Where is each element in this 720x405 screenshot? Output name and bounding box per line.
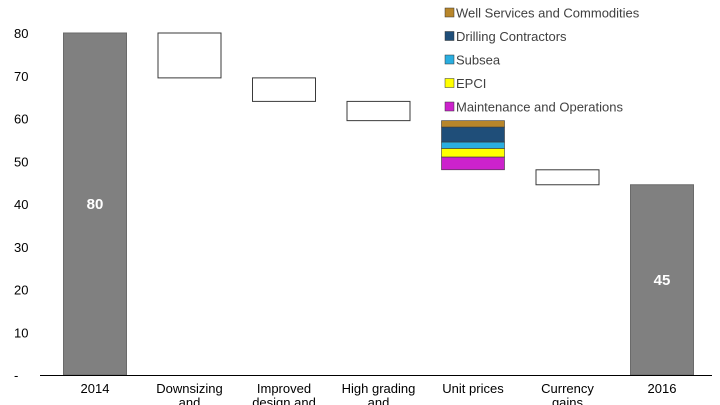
step-bar <box>535 169 600 186</box>
step-bar <box>157 32 222 79</box>
legend-swatch <box>444 54 455 65</box>
y-tick-label: 70 <box>14 69 28 84</box>
x-category-label: 2014 <box>81 381 110 396</box>
x-category-label: gains <box>552 395 584 405</box>
total-bar <box>630 184 694 376</box>
bar-data-label: 45 <box>654 272 671 289</box>
y-tick-label: 30 <box>14 240 28 255</box>
legend: Well Services and Commodities Drilling Co… <box>444 6 640 115</box>
stacked-segment <box>441 120 505 128</box>
x-category-label: and <box>368 395 390 405</box>
stacked-segment <box>441 148 505 158</box>
y-tick-label: 20 <box>14 283 28 298</box>
legend-label: Drilling Contractors <box>456 29 567 44</box>
x-category-label: Unit prices <box>442 381 504 396</box>
bars: 80 45 <box>63 32 694 376</box>
x-category-label: design and <box>252 395 316 405</box>
x-category-label: High grading <box>342 381 416 396</box>
legend-label: EPCI <box>456 76 486 91</box>
stacked-segment <box>441 141 505 149</box>
total-bar <box>63 32 127 376</box>
y-tick-label: 80 <box>14 26 28 41</box>
legend-label: Maintenance and Operations <box>456 100 623 115</box>
legend-label: Well Services and Commodities <box>456 6 640 21</box>
legend-label: Subsea <box>456 53 501 68</box>
y-tick-label: 10 <box>14 325 28 340</box>
legend-swatch <box>444 101 455 112</box>
step-bar <box>252 77 316 102</box>
y-tick-label: 50 <box>14 154 28 169</box>
y-tick-label: 60 <box>14 112 28 127</box>
y-axis: - 10 20 30 40 50 60 70 80 <box>14 26 28 383</box>
x-category-label: 2016 <box>648 381 677 396</box>
legend-swatch <box>444 31 455 41</box>
x-category-label: Downsizing <box>156 381 222 396</box>
step-bar <box>346 100 411 122</box>
legend-swatch <box>444 78 455 88</box>
y-tick-label: - <box>14 368 18 383</box>
x-category-label: Currency <box>541 381 594 396</box>
legend-swatch <box>444 7 455 18</box>
bar-data-label: 80 <box>87 196 104 213</box>
y-tick-label: 40 <box>14 197 28 212</box>
x-category-label: and <box>179 395 201 405</box>
stacked-segment <box>441 156 505 171</box>
stacked-segment <box>441 126 505 143</box>
x-category-label: Improved <box>257 381 311 396</box>
